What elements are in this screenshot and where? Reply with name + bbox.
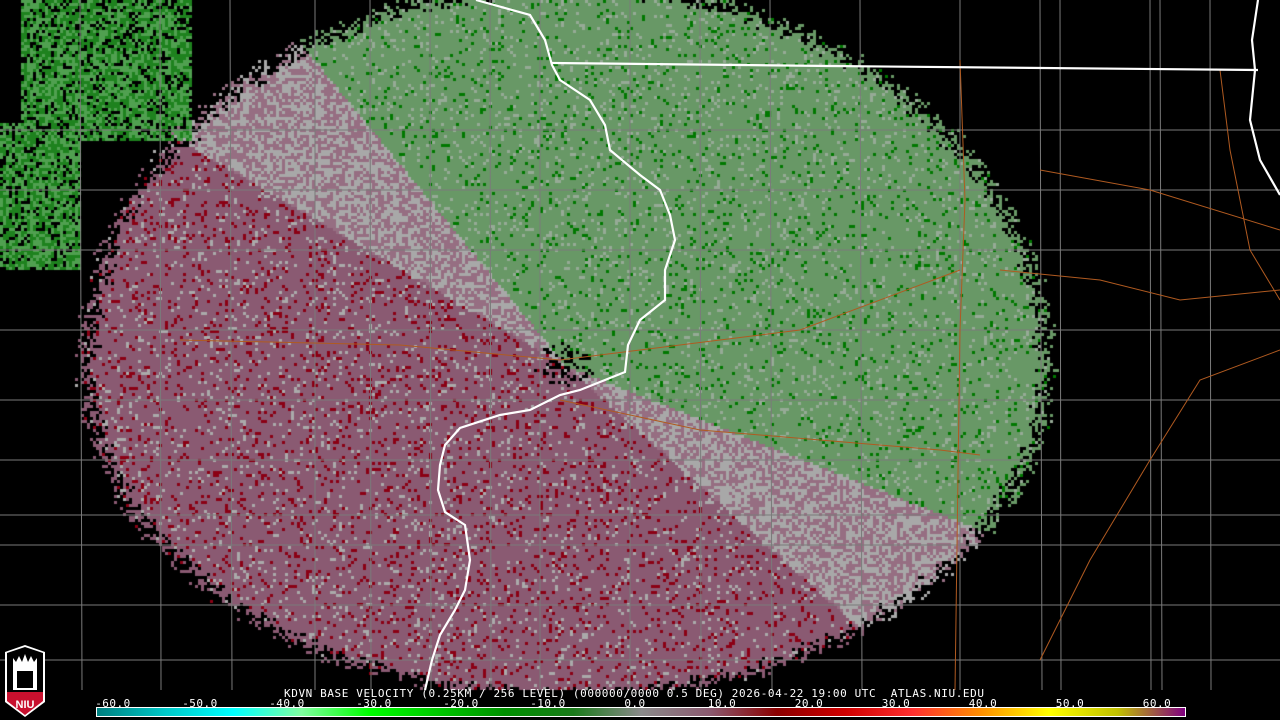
county-lines <box>0 0 1280 691</box>
legend-tick: 40.0 <box>968 697 998 710</box>
velocity-colorbar <box>96 707 1186 717</box>
legend-tick: 0.0 <box>624 697 646 710</box>
product-title: KDVN BASE VELOCITY (0.25KM / 256 LEVEL) … <box>284 687 985 700</box>
legend-tick: 50.0 <box>1055 697 1085 710</box>
niu-logo: NIU <box>5 645 45 717</box>
legend-tick: 10.0 <box>707 697 737 710</box>
legend-tick: -20.0 <box>443 697 479 710</box>
legend-tick: -50.0 <box>182 697 218 710</box>
legend-tick: 20.0 <box>794 697 824 710</box>
roads <box>179 59 1280 691</box>
legend-tick: -40.0 <box>269 697 305 710</box>
state-line-north <box>551 61 1259 72</box>
logo-text: NIU <box>16 699 35 711</box>
mississippi-river-border <box>423 0 677 691</box>
state-borders <box>423 0 1280 691</box>
county-line <box>0 0 1280 691</box>
legend-ticks: -60.0 -50.0 -40.0 -30.0 -20.0 -10.0 0.0 10.0 20.… <box>0 697 1280 710</box>
legend-tick: 60.0 <box>1142 697 1172 710</box>
legend-tick: -10.0 <box>530 697 566 710</box>
lake-michigan-shore <box>1248 0 1280 196</box>
legend-tick: -30.0 <box>356 697 392 710</box>
legend-tick: -60.0 <box>95 697 131 710</box>
legend-tick: 30.0 <box>881 697 911 710</box>
